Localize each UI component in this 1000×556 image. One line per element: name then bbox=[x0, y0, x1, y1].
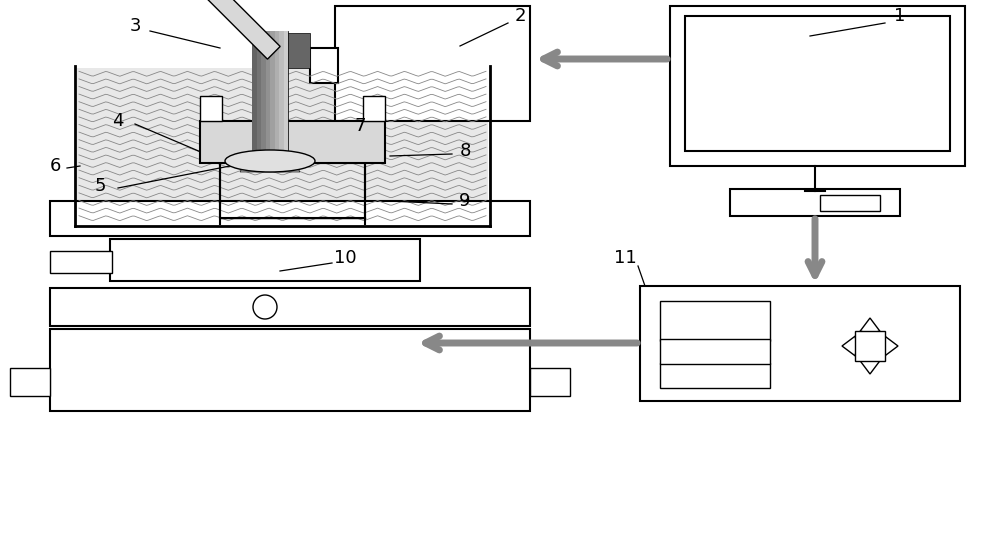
Bar bbox=[204, 0, 280, 59]
Text: 6: 6 bbox=[49, 157, 61, 175]
Bar bbox=[50, 251, 112, 273]
Bar bbox=[279, 31, 284, 156]
Polygon shape bbox=[240, 121, 300, 172]
Bar bbox=[660, 301, 770, 341]
Bar bbox=[252, 31, 257, 156]
Bar bbox=[284, 31, 288, 156]
Text: 10: 10 bbox=[334, 249, 356, 267]
Text: 2: 2 bbox=[514, 7, 526, 25]
Bar bbox=[220, 163, 365, 218]
Bar bbox=[730, 189, 900, 216]
Text: 8: 8 bbox=[459, 142, 471, 160]
Bar bbox=[670, 6, 965, 166]
Bar bbox=[363, 96, 385, 121]
Polygon shape bbox=[252, 31, 288, 156]
Bar bbox=[261, 31, 266, 156]
Bar bbox=[200, 96, 222, 121]
Bar bbox=[275, 31, 279, 156]
Text: 5: 5 bbox=[94, 177, 106, 195]
Bar bbox=[77, 68, 488, 224]
Text: 7: 7 bbox=[354, 117, 366, 135]
Bar bbox=[270, 31, 275, 156]
Text: 3: 3 bbox=[129, 17, 141, 35]
Ellipse shape bbox=[225, 150, 315, 172]
Bar bbox=[335, 6, 530, 121]
Text: 11: 11 bbox=[614, 249, 636, 267]
Bar bbox=[530, 368, 570, 396]
Bar bbox=[110, 239, 420, 281]
Bar bbox=[257, 31, 261, 156]
Bar bbox=[660, 363, 770, 388]
Bar bbox=[310, 48, 338, 83]
Bar bbox=[50, 329, 530, 411]
Bar bbox=[640, 286, 960, 401]
Bar bbox=[685, 16, 950, 151]
Text: 9: 9 bbox=[459, 192, 471, 210]
Bar bbox=[660, 339, 770, 364]
Text: 4: 4 bbox=[112, 112, 124, 130]
Bar bbox=[10, 368, 50, 396]
Bar bbox=[266, 31, 270, 156]
Bar bbox=[820, 195, 880, 211]
Bar bbox=[50, 201, 530, 236]
Bar bbox=[855, 331, 885, 361]
Text: 1: 1 bbox=[894, 7, 906, 25]
Polygon shape bbox=[270, 33, 310, 68]
Bar bbox=[200, 121, 385, 163]
Bar bbox=[50, 288, 530, 326]
